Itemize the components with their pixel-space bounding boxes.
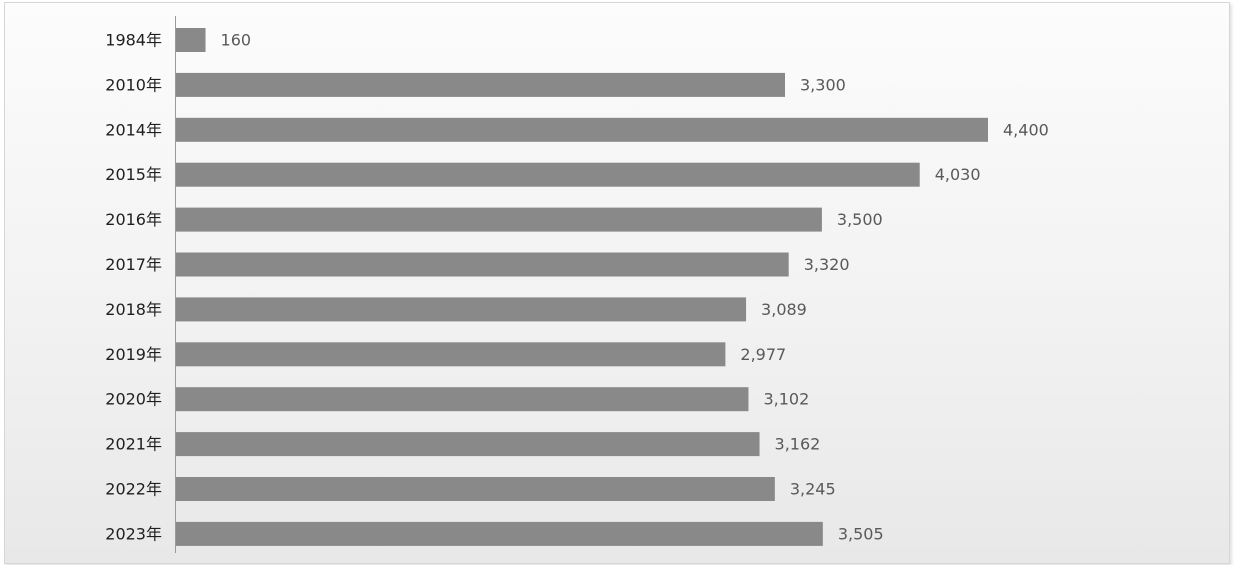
value-label: 3,505 bbox=[838, 524, 884, 543]
value-label: 2,977 bbox=[740, 345, 786, 364]
category-label: 2010年 bbox=[105, 75, 162, 94]
bar-1984年 bbox=[176, 28, 206, 52]
category-label: 2023年 bbox=[105, 524, 162, 543]
bar-2010年 bbox=[176, 72, 785, 97]
value-labels-group: 160 3,300 4,400 4,030 3,500 3,320 3,089 2,977 3,… bbox=[221, 31, 1049, 544]
value-label: 3,300 bbox=[800, 75, 846, 94]
category-label: 2017年 bbox=[105, 255, 162, 274]
value-label: 3,102 bbox=[763, 390, 809, 409]
category-label: 1984年 bbox=[105, 31, 162, 50]
bar-2016年 bbox=[176, 207, 822, 232]
category-label: 2015年 bbox=[105, 165, 162, 184]
value-label: 3,320 bbox=[804, 255, 850, 274]
value-label: 4,400 bbox=[1003, 120, 1049, 139]
category-label: 2018年 bbox=[105, 300, 162, 319]
value-label: 160 bbox=[221, 31, 252, 50]
value-label: 3,245 bbox=[790, 480, 836, 499]
bar-2022年 bbox=[176, 477, 775, 501]
category-labels-group: 1984年 2010年 2014年 2015年 2016年 2017年 2018年 2019年… bbox=[105, 31, 162, 544]
category-label: 2019年 bbox=[105, 345, 162, 364]
value-label: 3,089 bbox=[761, 300, 807, 319]
bar-2017年 bbox=[176, 252, 789, 277]
category-label: 2022年 bbox=[105, 480, 162, 499]
bar-2015年 bbox=[176, 162, 920, 187]
bars-group bbox=[176, 28, 988, 546]
bar-2018年 bbox=[176, 297, 747, 322]
value-label: 3,500 bbox=[837, 210, 883, 229]
value-label: 4,030 bbox=[935, 165, 981, 184]
bar-2021年 bbox=[176, 432, 760, 457]
category-label: 2016年 bbox=[105, 210, 162, 229]
bar-2014年 bbox=[176, 117, 988, 142]
category-label: 2020年 bbox=[105, 390, 162, 409]
value-label: 3,162 bbox=[775, 435, 821, 454]
bar-2023年 bbox=[176, 521, 823, 546]
bar-2019年 bbox=[176, 342, 726, 367]
category-label: 2014年 bbox=[105, 120, 162, 139]
bar-2020年 bbox=[176, 387, 749, 412]
category-label: 2021年 bbox=[105, 435, 162, 454]
